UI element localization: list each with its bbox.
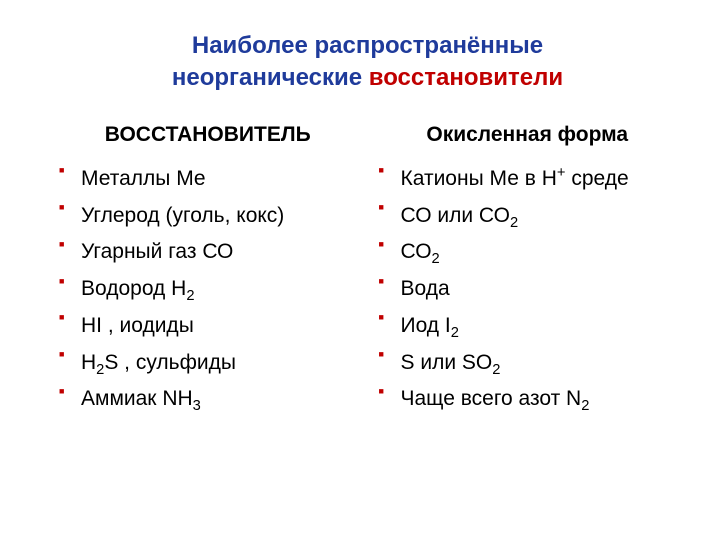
list-item: Аммиак NH3 — [59, 381, 361, 418]
list-item: Катионы Ме в Н+ среде — [379, 161, 681, 198]
right-column: Окисленная форма Катионы Ме в Н+ средеСО… — [375, 123, 681, 418]
list-item: HI , иодиды — [59, 308, 361, 345]
list-item: Металлы Ме — [59, 161, 361, 198]
list-item: СО или СО2 — [379, 198, 681, 235]
slide: Наиболее распространённые неорганические… — [0, 0, 720, 540]
title-accent-word: восстановители — [369, 64, 563, 91]
list-item: СО2 — [379, 234, 681, 271]
left-list: Металлы МеУглерод (уголь, кокс)Угарный г… — [55, 161, 361, 418]
list-item: H2S , сульфиды — [59, 345, 361, 382]
list-item: Углерод (уголь, кокс) — [59, 198, 361, 235]
list-item: Водород Н2 — [59, 271, 361, 308]
list-item: Чаще всего азот N2 — [379, 381, 681, 418]
left-column: ВОССТАНОВИТЕЛЬ Металлы МеУглерод (уголь,… — [55, 123, 361, 418]
title-line-1: Наиболее распространённые — [85, 30, 650, 62]
left-column-header: ВОССТАНОВИТЕЛЬ — [55, 123, 361, 147]
columns-wrapper: ВОССТАНОВИТЕЛЬ Металлы МеУглерод (уголь,… — [55, 123, 680, 418]
right-list: Катионы Ме в Н+ средеСО или СО2СО2ВодаИо… — [375, 161, 681, 418]
right-column-header: Окисленная форма — [375, 123, 681, 147]
title-line-2: неорганические восстановители — [85, 62, 650, 94]
list-item: S или SO2 — [379, 345, 681, 382]
list-item: Вода — [379, 271, 681, 308]
title-line-2-prefix: неорганические — [172, 64, 369, 91]
slide-title: Наиболее распространённые неорганические… — [55, 30, 680, 95]
list-item: Угарный газ СО — [59, 234, 361, 271]
list-item: Иод I2 — [379, 308, 681, 345]
